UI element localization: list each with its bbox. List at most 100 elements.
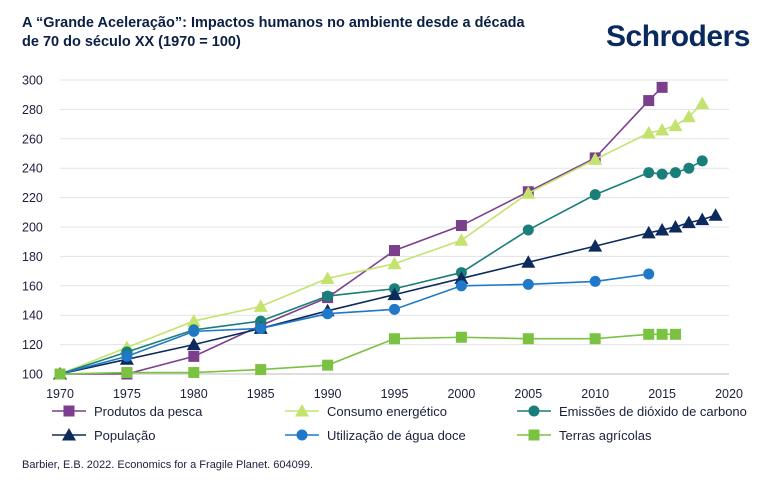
chart-title: A “Grande Aceleração”: Impactos humanos …	[22, 15, 525, 50]
data-point	[669, 328, 681, 340]
y-tick-label: 240	[22, 162, 43, 176]
data-point	[643, 95, 655, 107]
data-point	[389, 245, 400, 257]
data-point	[121, 350, 133, 362]
x-tick-label: 1995	[381, 387, 409, 400]
data-point	[455, 280, 467, 292]
legend-marker	[296, 429, 308, 441]
x-tick-label: 1990	[314, 387, 342, 400]
legend-marker	[295, 404, 309, 417]
data-point	[588, 152, 603, 165]
y-tick-label: 300	[22, 74, 43, 88]
legend-marker	[63, 405, 75, 417]
data-point	[255, 364, 267, 376]
data-point	[322, 359, 334, 371]
y-tick-label: 280	[22, 103, 43, 117]
series-line	[59, 273, 649, 375]
data-point	[322, 290, 334, 302]
data-point	[681, 109, 696, 123]
data-point	[641, 125, 656, 139]
legend-marker-icon	[285, 429, 319, 441]
x-tick-label: 1985	[247, 387, 275, 400]
legend-marker	[62, 428, 76, 441]
legend-item-consumo-energetico: Consumo energético	[285, 403, 447, 419]
data-point	[681, 215, 696, 229]
x-tick-label: 1970	[46, 387, 74, 400]
data-point	[668, 220, 683, 233]
data-point	[188, 350, 200, 362]
legend-label: Utilização de água doce	[327, 427, 466, 443]
data-point	[522, 278, 534, 290]
legend-marker	[528, 405, 540, 417]
legend-label: População	[94, 427, 156, 443]
data-point	[708, 208, 723, 221]
data-point	[589, 333, 601, 345]
legend-item-terras-agricolas: Terras agrícolas	[517, 427, 651, 443]
data-point	[656, 328, 668, 340]
data-point	[655, 222, 670, 236]
schroders-logo: Schroders	[606, 20, 750, 53]
data-point	[643, 328, 655, 340]
source-note: Barbier, E.B. 2022. Economics for a Frag…	[22, 459, 314, 471]
data-point	[389, 333, 400, 345]
data-point	[522, 333, 534, 345]
y-tick-label: 120	[22, 338, 43, 352]
y-tick-label: 160	[22, 279, 43, 293]
x-tick-label: 2005	[514, 387, 542, 400]
x-tick-label: 2010	[581, 387, 609, 400]
legend-item-populacao: População	[52, 427, 155, 443]
series-produtos-da-pesca	[54, 81, 668, 380]
data-point	[387, 287, 402, 301]
data-point	[522, 224, 534, 236]
legend-marker-icon	[52, 428, 86, 441]
legend-label: Emissões de dióxido de carbono	[559, 403, 747, 419]
legend-marker-icon	[52, 405, 86, 417]
data-point	[387, 256, 402, 270]
data-point	[655, 122, 670, 136]
x-tick-label: 2000	[447, 387, 475, 400]
series-line	[59, 214, 716, 375]
data-point	[454, 271, 469, 284]
data-point	[121, 367, 133, 379]
x-tick-label: 1980	[180, 387, 208, 400]
legend-marker-icon	[285, 404, 319, 417]
data-point	[322, 308, 334, 320]
data-point	[683, 162, 695, 174]
data-point	[696, 155, 708, 167]
x-tick-label: 1975	[113, 387, 141, 400]
legend-marker-icon	[517, 405, 551, 417]
data-point	[695, 212, 710, 226]
legend-item-emissoes-de-dioxido-de-carbono: Emissões de dióxido de carbono	[517, 403, 747, 419]
data-point	[186, 337, 201, 351]
data-point	[455, 220, 467, 232]
y-tick-label: 220	[22, 191, 43, 205]
data-point	[188, 367, 200, 379]
series-populacao	[53, 208, 723, 380]
data-point	[589, 189, 601, 201]
series-utilizacao-de-agua-doce	[54, 268, 655, 380]
data-point	[186, 314, 201, 327]
y-tick-label: 200	[22, 221, 43, 235]
data-point	[188, 325, 200, 337]
data-point	[454, 233, 469, 246]
legend-label: Terras agrícolas	[559, 427, 652, 443]
data-point	[641, 225, 656, 239]
data-point	[253, 299, 268, 312]
y-tick-label: 100	[22, 368, 43, 382]
y-tick-label: 140	[22, 309, 43, 323]
data-point	[320, 271, 335, 284]
legend-label: Produtos da pesca	[94, 403, 203, 419]
data-point	[656, 81, 668, 93]
data-point	[695, 96, 710, 110]
data-point	[455, 331, 467, 343]
legend-marker-icon	[517, 429, 551, 441]
series-terras-agricolas	[54, 328, 681, 380]
legend-item-utilizacao-de-agua-doce: Utilização de água doce	[285, 427, 466, 443]
data-point	[389, 303, 400, 315]
x-tick-label: 2015	[648, 387, 676, 400]
x-tick-label: 2020	[715, 387, 743, 400]
data-point	[54, 368, 66, 380]
data-point	[669, 167, 681, 179]
y-tick-label: 180	[22, 250, 43, 264]
data-point	[589, 275, 601, 287]
